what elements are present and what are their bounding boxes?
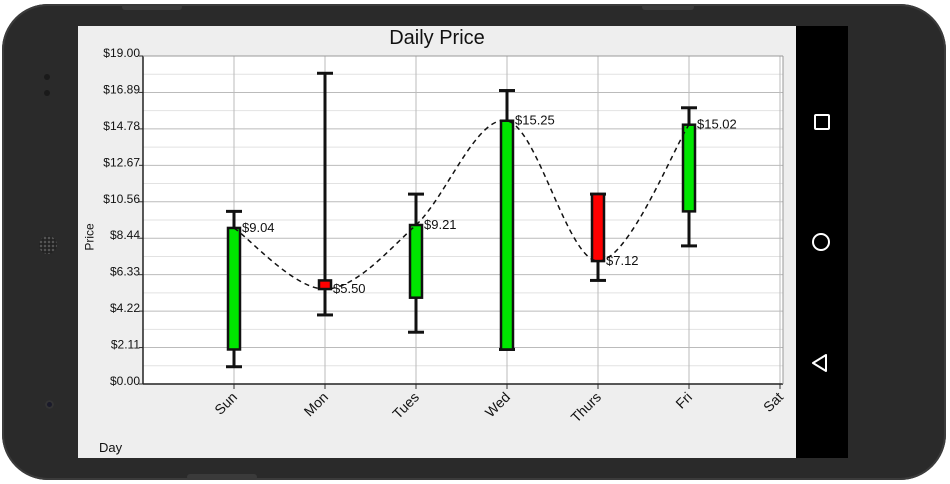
- y-tick-label: $0.00: [110, 374, 140, 388]
- x-tick-label: Tues: [389, 389, 422, 422]
- data-label: $5.50: [333, 281, 366, 296]
- data-label: $15.25: [515, 113, 555, 128]
- y-tick-label: $8.44: [110, 228, 140, 242]
- chart-plot: $0.00 $2.11 $4.22 $6.33 $8.44 $10.56 $12.67 $14…: [103, 46, 786, 426]
- sensor-icon: [44, 74, 50, 80]
- x-tick-label: Sat: [760, 389, 786, 415]
- power-button: [642, 4, 694, 10]
- y-tick-label: $14.78: [103, 119, 140, 133]
- y-tick-label: $2.11: [111, 338, 140, 352]
- y-tick-label: $4.22: [110, 301, 140, 315]
- side-button: [187, 474, 257, 480]
- data-label: $15.02: [697, 117, 737, 132]
- volume-button: [122, 4, 182, 10]
- y-tick-label: $6.33: [110, 265, 140, 279]
- trend-line: [233, 119, 690, 290]
- back-icon[interactable]: [812, 354, 828, 372]
- chart-title: Daily Price: [389, 27, 485, 49]
- sensor-icon: [44, 90, 50, 96]
- speaker-icon: [39, 236, 57, 254]
- candle-body: [317, 279, 333, 291]
- data-label: $9.04: [242, 220, 275, 235]
- candle-body: [408, 223, 424, 299]
- y-tick-label: $10.56: [103, 192, 140, 206]
- y-tick-label: $16.89: [103, 82, 140, 96]
- y-tick-label: $19.00: [103, 46, 140, 60]
- x-tick-label: Sun: [211, 389, 240, 418]
- x-tick-label: Wed: [482, 389, 513, 420]
- camera-icon: [45, 400, 54, 409]
- candle-body: [590, 192, 606, 263]
- android-nav-bar: [796, 26, 848, 458]
- candle-body: [499, 119, 515, 351]
- chart-screen: Daily Price Price Day $0.00 $2.11 $4.22 $6.…: [78, 26, 796, 458]
- candle-body: [226, 226, 242, 351]
- x-tick-label: Fri: [672, 389, 695, 412]
- y-tick-label: $12.67: [103, 155, 140, 169]
- x-tick-label: Mon: [301, 389, 332, 420]
- recent-apps-icon[interactable]: [814, 114, 830, 130]
- home-icon[interactable]: [812, 233, 830, 251]
- candle-body: [681, 123, 697, 213]
- data-label: $9.21: [424, 217, 457, 232]
- x-tick-label: Thurs: [567, 389, 604, 426]
- x-axis-label: Day: [99, 440, 123, 455]
- data-label: $7.12: [606, 253, 639, 268]
